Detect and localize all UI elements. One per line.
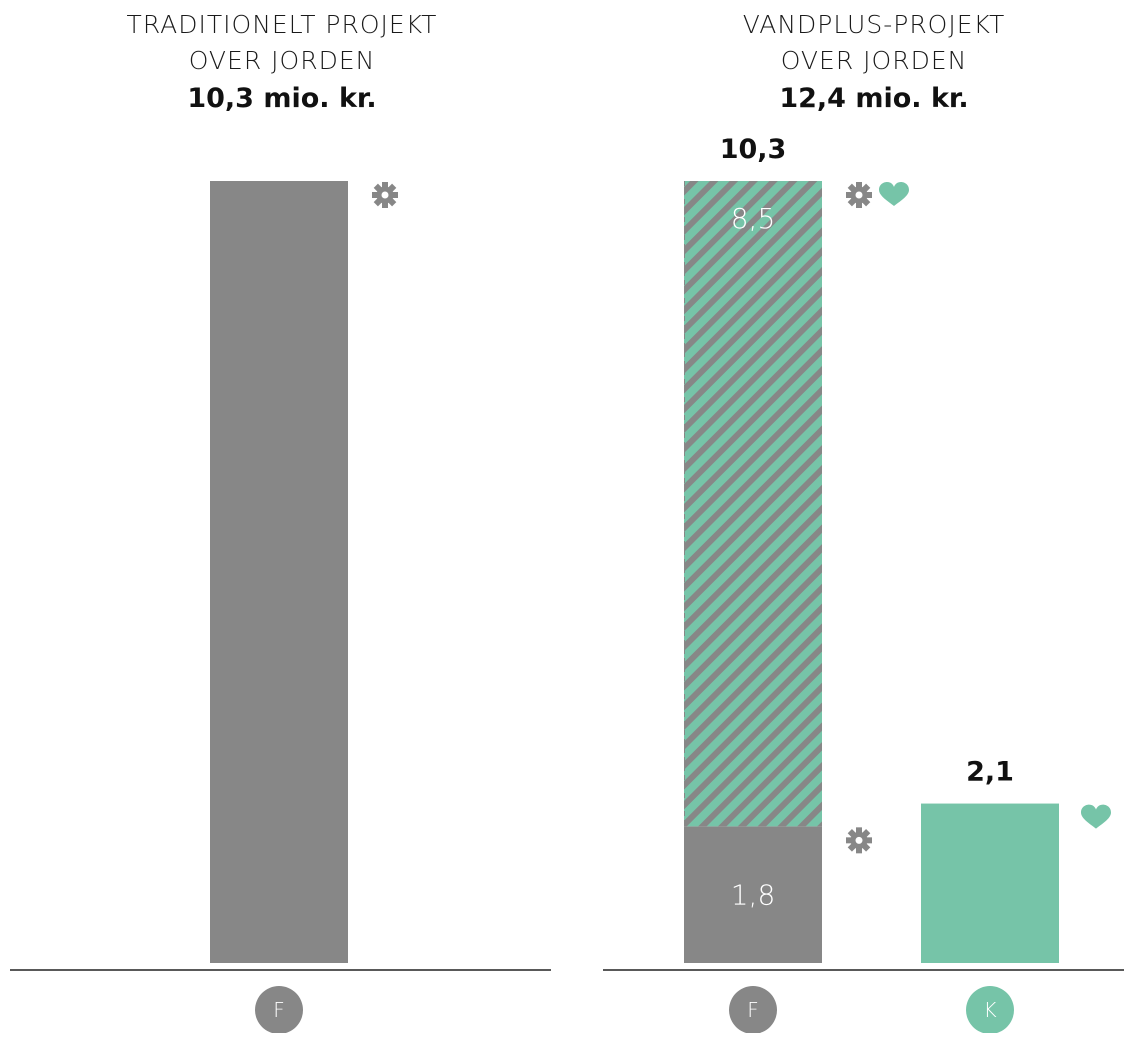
heart-icon — [879, 182, 909, 206]
category-label: F — [273, 998, 285, 1022]
gear-tooth — [382, 182, 388, 189]
bar-total-label: 2,1 — [966, 757, 1014, 788]
gear-hole — [855, 191, 863, 199]
gear-hole — [855, 836, 863, 844]
gear-icon — [846, 182, 872, 208]
chart-total: 12,4 mio. kr. — [779, 83, 968, 114]
bar-segment-label: 1,8 — [731, 879, 776, 912]
chart-title-line: TRADITIONELT PROJEKT — [127, 10, 438, 39]
bar-segment-label: 8,5 — [731, 202, 776, 235]
category-label: K — [983, 998, 996, 1022]
chart-title-line: OVER JORDEN — [189, 46, 376, 75]
gear-tooth — [856, 182, 862, 189]
bar-segment — [684, 826, 822, 963]
gear-tooth — [856, 827, 862, 835]
chart-title-line: VANDPLUS-PROJEKT — [743, 10, 1006, 39]
category-circle — [255, 986, 303, 1034]
gear-tooth — [856, 846, 862, 854]
chart-title-line: OVER JORDEN — [781, 46, 968, 75]
gear-tooth — [382, 201, 388, 208]
category-circle — [729, 986, 777, 1034]
chart-total: 10,3 mio. kr. — [187, 83, 376, 114]
category-label: F — [747, 998, 759, 1022]
gear-hole — [381, 191, 389, 199]
bar-segment — [210, 181, 348, 963]
gear-icon — [846, 827, 872, 854]
category-circle — [966, 986, 1014, 1034]
bar-segment — [684, 181, 822, 827]
gear-tooth — [856, 201, 862, 208]
bar-total-label: 10,3 — [720, 134, 787, 165]
bar-segment — [921, 803, 1059, 963]
gear-icon — [372, 182, 398, 208]
heart-icon — [1081, 804, 1111, 829]
